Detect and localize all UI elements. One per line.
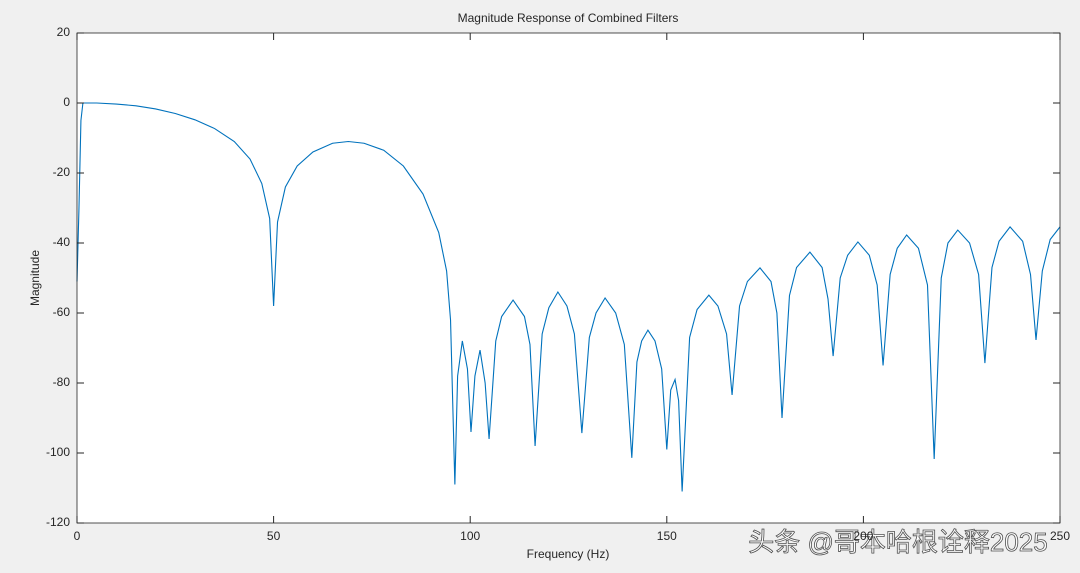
chart-title: Magnitude Response of Combined Filters <box>458 11 679 25</box>
plot-area <box>77 33 1060 523</box>
y-tick-label: 0 <box>63 95 70 109</box>
x-axis-label: Frequency (Hz) <box>527 547 610 561</box>
y-tick-label: -100 <box>46 445 70 459</box>
y-tick-label: -80 <box>53 375 71 389</box>
y-tick-label: -20 <box>53 165 71 179</box>
x-tick-label: 250 <box>1050 529 1070 543</box>
y-tick-label: -60 <box>53 305 71 319</box>
axes-box <box>76 32 1061 524</box>
line-series <box>76 102 1061 492</box>
y-axis-label: Magnitude <box>28 250 42 306</box>
x-tick-label: 200 <box>853 529 873 543</box>
x-tick-label: 0 <box>74 529 81 543</box>
watermark: 头条 @哥本哈根诠释2025 <box>748 527 1047 557</box>
x-tick-label: 100 <box>460 529 480 543</box>
x-tick-label: 50 <box>267 529 281 543</box>
y-tick-label: -40 <box>53 235 71 249</box>
y-tick-label: -120 <box>46 515 70 529</box>
x-tick-label: 150 <box>657 529 677 543</box>
y-tick-label: 20 <box>57 25 71 39</box>
